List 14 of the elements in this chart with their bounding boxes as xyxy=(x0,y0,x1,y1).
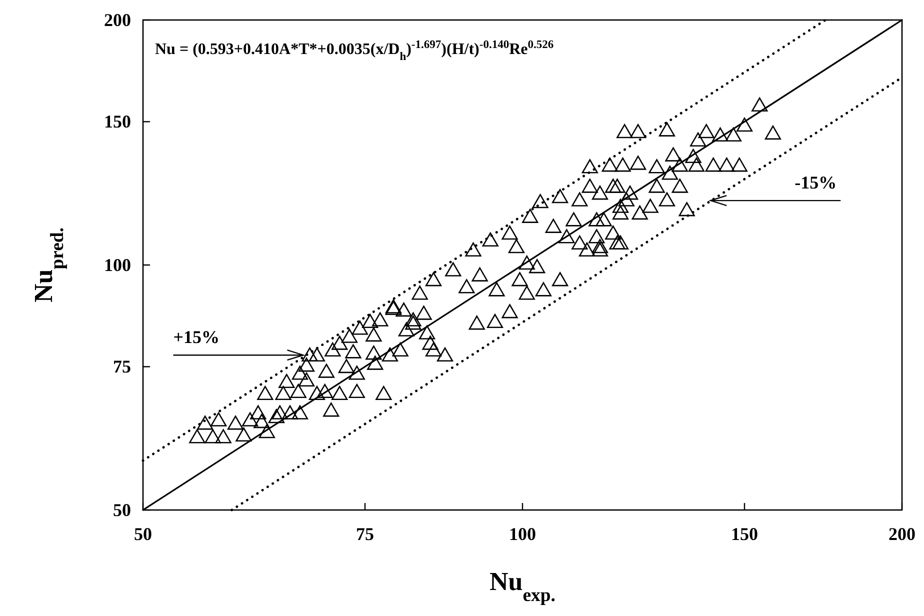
x-tick-label: 100 xyxy=(509,524,536,544)
y-tick-label: 100 xyxy=(104,255,131,275)
y-tick-label: 150 xyxy=(104,112,131,132)
x-tick-label: 50 xyxy=(134,524,152,544)
annotation: Nu = (0.593+0.410A*T*+0.0035(x/D$_{h}$)$^{-1.697}$)(H/t)$^{-0.140}$Re$^{0.526}$ xyxy=(155,39,554,63)
x-tick-label: 75 xyxy=(356,524,374,544)
x-axis-title: Nu$_{exp.}$ xyxy=(490,567,556,606)
annotation: -15% xyxy=(794,172,837,193)
y-tick-label: 200 xyxy=(104,10,131,30)
annotation: +15% xyxy=(173,327,220,348)
y-tick-label: 50 xyxy=(113,500,131,520)
y-tick-label: 75 xyxy=(113,356,131,377)
x-tick-label: 150 xyxy=(730,524,758,544)
x-tick-label: 200 xyxy=(888,524,916,544)
